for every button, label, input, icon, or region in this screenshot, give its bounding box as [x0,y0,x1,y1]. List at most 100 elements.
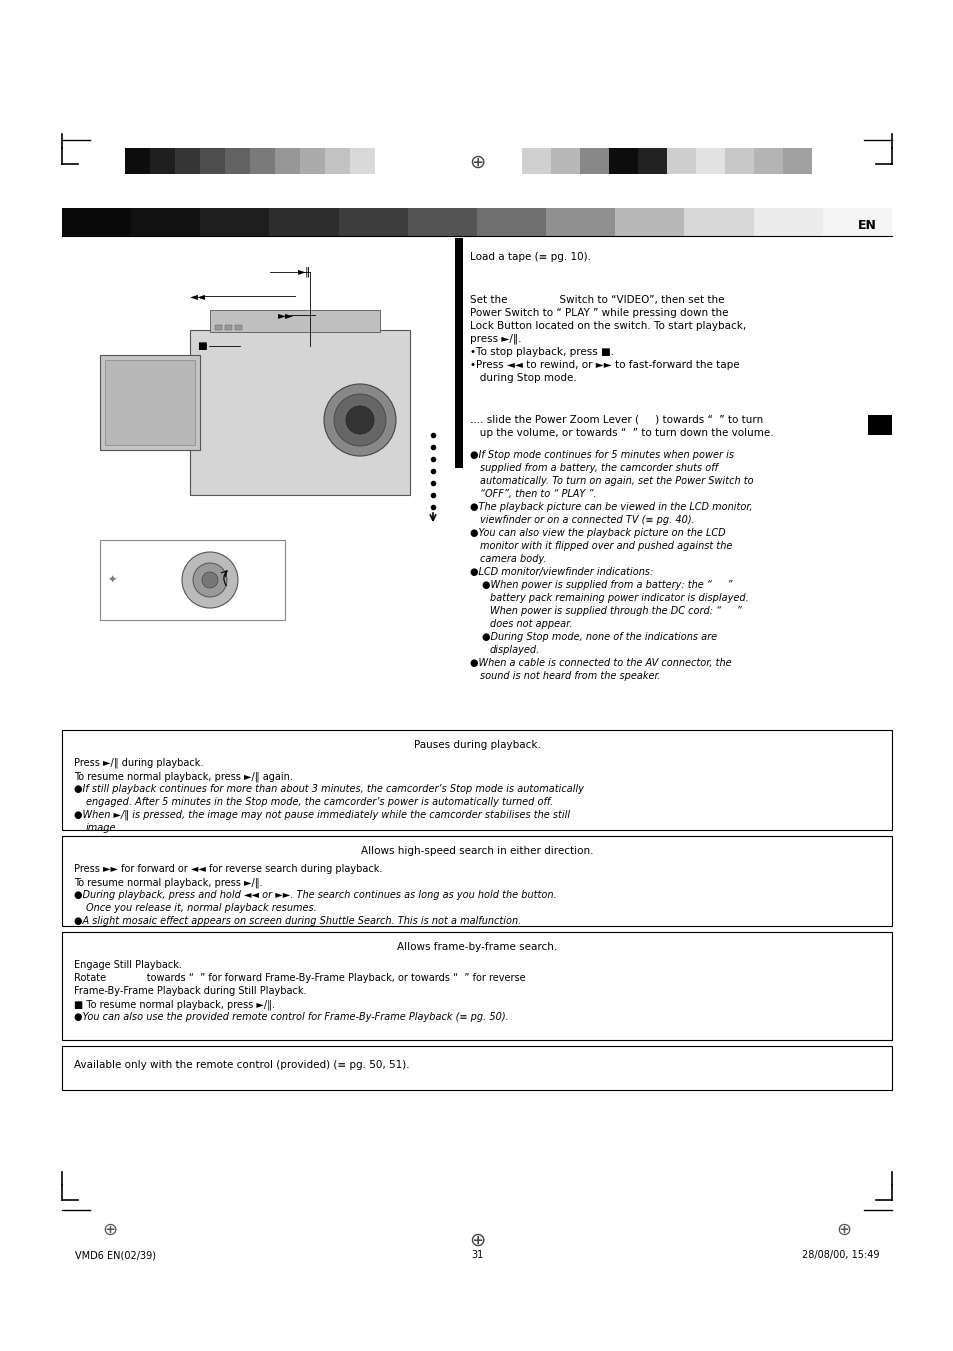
Text: Available only with the remote control (provided) (≡ pg. 50, 51).: Available only with the remote control (… [74,1061,409,1070]
Text: ●You can also use the provided remote control for Frame-By-Frame Playback (≡ pg.: ●You can also use the provided remote co… [74,1012,508,1021]
Text: Press ►► for forward or ◄◄ for reverse search during playback.: Press ►► for forward or ◄◄ for reverse s… [74,865,382,874]
Text: ●During playback, press and hold ◄◄ or ►►. The search continues as long as you h: ●During playback, press and hold ◄◄ or ►… [74,890,556,900]
Text: ●A slight mosaic effect appears on screen during Shuttle Search. This is not a m: ●A slight mosaic effect appears on scree… [74,916,520,925]
Bar [666,149,696,174]
Bar [200,149,225,174]
Text: during Stop mode.: during Stop mode. [470,373,577,382]
Bar [476,208,546,236]
Text: ●If still playback continues for more than about 3 minutes, the camcorder’s Stop: ●If still playback continues for more th… [74,784,583,794]
Text: does not appear.: does not appear. [490,619,572,630]
Text: ⊕: ⊕ [102,1221,117,1239]
Bar [299,149,325,174]
Text: ●When a cable is connected to the AV connector, the: ●When a cable is connected to the AV con… [470,658,731,667]
Text: press ►/‖.: press ►/‖. [470,334,521,345]
Bar [210,309,379,332]
Bar [782,149,811,174]
Bar [822,208,891,236]
Text: battery pack remaining power indicator is displayed.: battery pack remaining power indicator i… [490,593,748,603]
Bar [62,208,131,236]
Text: Pauses during playback.: Pauses during playback. [414,740,539,750]
Bar [190,330,410,494]
Text: Rotate             towards “  ” for forward Frame-By-Frame Playback, or towards : Rotate towards “ ” for forward Frame-By-… [74,973,525,984]
Text: 28/08/00, 15:49: 28/08/00, 15:49 [801,1250,879,1260]
Text: •To stop playback, press ■.: •To stop playback, press ■. [470,347,614,357]
Bar [62,932,891,1040]
Text: ●If Stop mode continues for 5 minutes when power is: ●If Stop mode continues for 5 minutes wh… [470,450,733,459]
Text: Press ►/‖ during playback.: Press ►/‖ during playback. [74,758,203,769]
Circle shape [182,553,237,608]
Text: ■ To resume normal playback, press ►/‖.: ■ To resume normal playback, press ►/‖. [74,998,274,1009]
Text: camera body.: camera body. [479,554,546,563]
Bar [62,1046,891,1090]
Bar [200,208,269,236]
Text: EN: EN [857,219,876,232]
Bar [234,326,242,330]
Text: VMD6 EN(02/39): VMD6 EN(02/39) [75,1250,156,1260]
Bar [125,149,150,174]
Bar [867,415,891,435]
Text: To resume normal playback, press ►/‖.: To resume normal playback, press ►/‖. [74,877,262,888]
Text: •Press ◄◄ to rewind, or ►► to fast-forward the tape: •Press ◄◄ to rewind, or ►► to fast-forwa… [470,359,739,370]
Circle shape [324,384,395,457]
Bar [684,208,753,236]
Text: Allows frame-by-frame search.: Allows frame-by-frame search. [396,942,557,952]
Bar [225,149,250,174]
Text: sound is not heard from the speaker.: sound is not heard from the speaker. [479,671,660,681]
Bar [753,208,822,236]
Text: Load a tape (≡ pg. 10).: Load a tape (≡ pg. 10). [470,253,590,262]
Text: viewfinder or on a connected TV (≡ pg. 40).: viewfinder or on a connected TV (≡ pg. 4… [479,515,694,526]
Bar [174,149,200,174]
Bar [579,149,608,174]
Text: displayed.: displayed. [490,644,539,655]
Bar [638,149,666,174]
Bar [100,355,200,450]
Text: engaged. After 5 minutes in the Stop mode, the camcorder’s power is automaticall: engaged. After 5 minutes in the Stop mod… [86,797,553,807]
Bar [551,149,579,174]
Text: ●When power is supplied from a battery: the “     ”: ●When power is supplied from a battery: … [481,580,732,590]
Text: automatically. To turn on again, set the Power Switch to: automatically. To turn on again, set the… [479,476,753,486]
Circle shape [193,563,227,597]
Text: up the volume, or towards “  ” to turn down the volume.: up the volume, or towards “ ” to turn do… [470,428,773,438]
Bar [100,540,285,620]
Text: Engage Still Playback.: Engage Still Playback. [74,961,182,970]
Text: ●When ►/‖ is pressed, the image may not pause immediately while the camcorder st: ●When ►/‖ is pressed, the image may not … [74,811,570,820]
Text: ⊕: ⊕ [836,1221,851,1239]
Text: ●You can also view the playback picture on the LCD: ●You can also view the playback picture … [470,528,725,538]
Text: When power is supplied through the DC cord: “     ”: When power is supplied through the DC co… [490,607,741,616]
Bar [608,149,638,174]
Text: supplied from a battery, the camcorder shuts off: supplied from a battery, the camcorder s… [479,463,718,473]
Bar [407,208,476,236]
Bar [62,730,891,830]
Text: Allows high-speed search in either direction.: Allows high-speed search in either direc… [360,846,593,857]
Text: Set the                Switch to “VIDEO”, then set the: Set the Switch to “VIDEO”, then set the [470,295,723,305]
Circle shape [334,394,386,446]
Text: ⊕: ⊕ [468,1231,485,1250]
Text: ►‖: ►‖ [297,266,311,277]
Circle shape [346,407,374,434]
Bar [696,149,724,174]
Bar [225,326,232,330]
Text: Power Switch to “ PLAY ” while pressing down the: Power Switch to “ PLAY ” while pressing … [470,308,728,317]
Bar [150,149,174,174]
Circle shape [202,571,218,588]
Text: ✦: ✦ [107,576,116,585]
Text: Frame-By-Frame Playback during Still Playback.: Frame-By-Frame Playback during Still Pla… [74,986,306,996]
Bar [325,149,350,174]
Bar [521,149,551,174]
Text: Once you release it, normal playback resumes.: Once you release it, normal playback res… [86,902,316,913]
Bar [350,149,375,174]
Text: ●The playback picture can be viewed in the LCD monitor,: ●The playback picture can be viewed in t… [470,503,752,512]
Text: ●During Stop mode, none of the indications are: ●During Stop mode, none of the indicatio… [481,632,717,642]
Text: ■: ■ [196,340,207,351]
Text: ◄◄: ◄◄ [190,290,206,301]
Text: .... slide the Power Zoom Lever (     ) towards “  ” to turn: .... slide the Power Zoom Lever ( ) towa… [470,415,762,426]
Bar [269,208,338,236]
Text: To resume normal playback, press ►/‖ again.: To resume normal playback, press ►/‖ aga… [74,771,293,781]
Bar [274,149,299,174]
Bar [338,208,407,236]
Text: image.: image. [86,823,119,834]
Text: monitor with it flipped over and pushed against the: monitor with it flipped over and pushed … [479,540,732,551]
Bar [724,149,753,174]
Bar [615,208,684,236]
Text: ►►: ►► [277,309,294,320]
